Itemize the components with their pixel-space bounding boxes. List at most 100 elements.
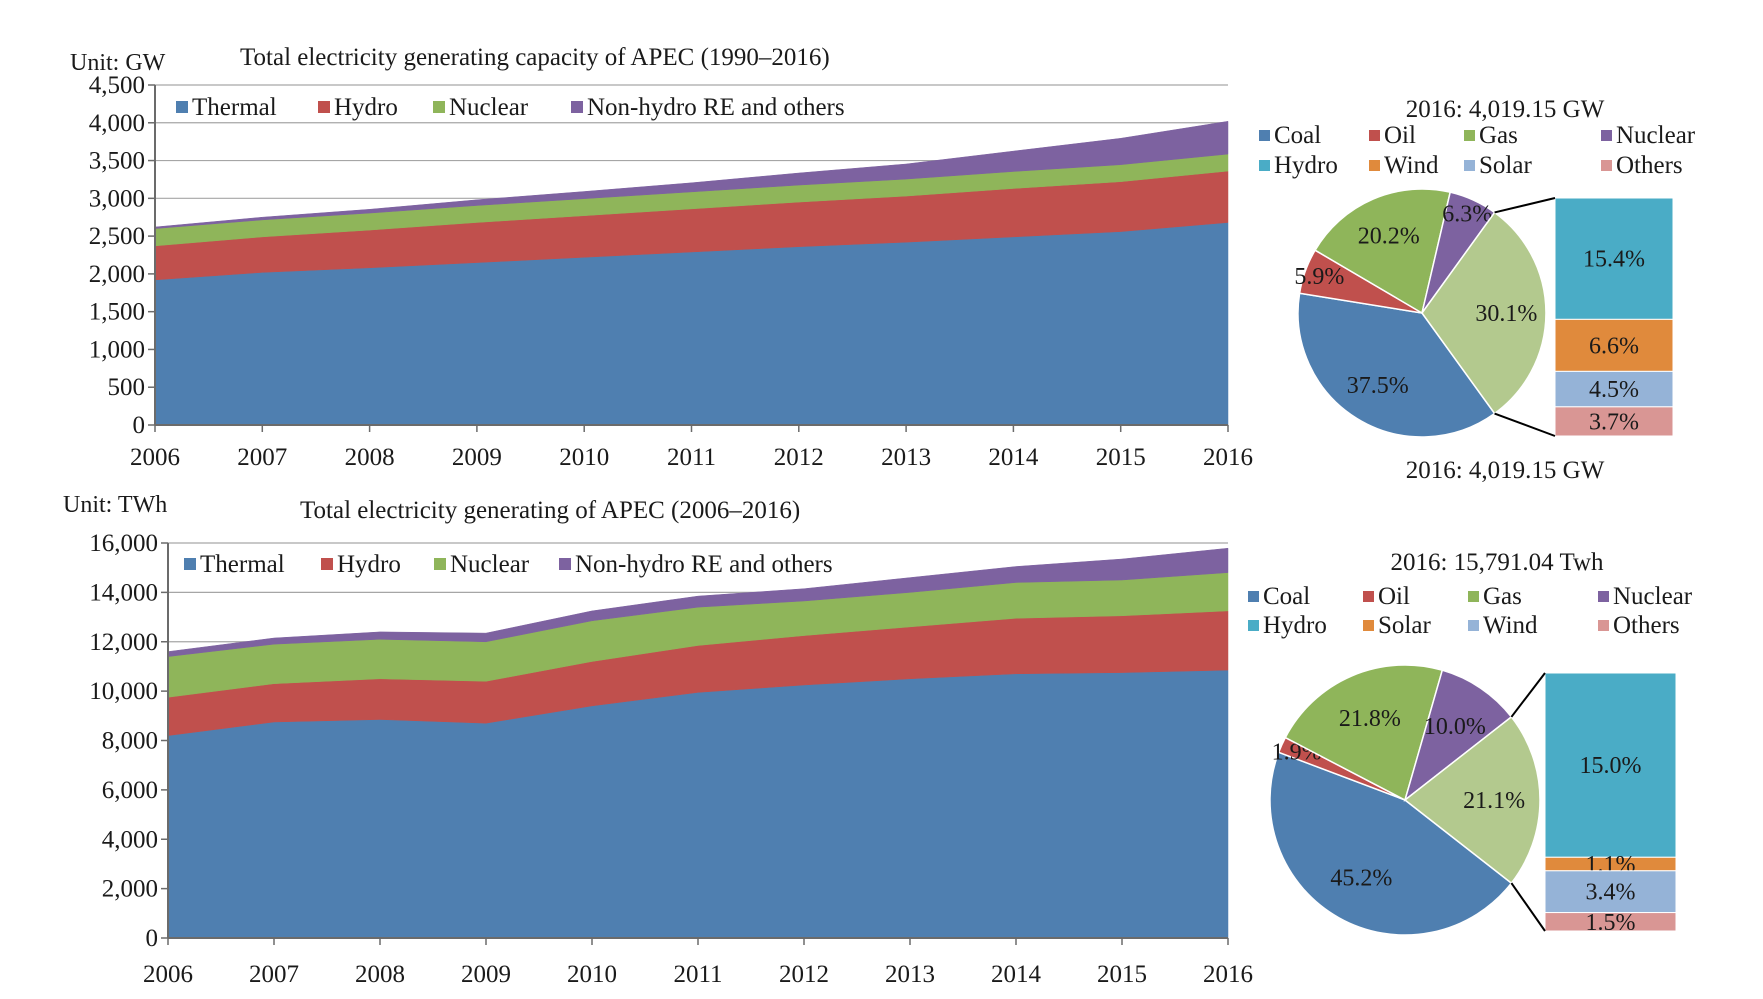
legend-swatch-solar — [1363, 620, 1374, 631]
pie-slice-coal — [1269, 751, 1513, 936]
pie-label-nuclear: 6.3% — [1442, 202, 1492, 228]
pie-title: 2016: 15,791.04 Twh — [1390, 549, 1604, 576]
legend-swatch-gas — [1464, 130, 1475, 141]
legend-label-nuclear: Nuclear — [1613, 583, 1693, 610]
legend-swatch-hydro — [321, 558, 333, 570]
x-tick-label: 2012 — [779, 961, 829, 988]
breakout-segment-hydro — [1544, 672, 1677, 858]
pie-label-renewables: 21.1% — [1463, 788, 1525, 814]
chart-title: Total electricity generating capacity of… — [240, 44, 830, 71]
pie-slice-gas — [1284, 664, 1444, 802]
legend-swatch-coal — [1259, 130, 1270, 141]
y-tick-label: 10,000 — [89, 678, 158, 705]
x-tick-label: 2015 — [1097, 961, 1147, 988]
breakout-label-solar: 4.5% — [1589, 377, 1639, 403]
pie-bottom-label: 2016: 4,019.15 GW — [1406, 457, 1605, 484]
pie-slice-gas — [1314, 188, 1452, 315]
x-tick-label: 2007 — [237, 444, 287, 471]
legend-swatch-hydro — [318, 101, 330, 113]
area-series-non-hydro-re-and-others — [167, 547, 1229, 657]
legend-swatch-hydro — [1248, 620, 1259, 631]
legend-label-nuclear: Nuclear — [1616, 122, 1696, 149]
breakout-label-hydro: 15.4% — [1583, 247, 1645, 273]
y-tick-label: 2,000 — [102, 876, 158, 903]
y-tick-label: 500 — [108, 374, 146, 401]
y-tick-label: 0 — [146, 925, 159, 952]
pie-label-nuclear: 10.0% — [1424, 714, 1486, 740]
legend-label-thermal: Thermal — [192, 94, 277, 121]
legend-label-others: Others — [1613, 612, 1680, 639]
legend-swatch-wind — [1468, 620, 1479, 631]
breakout-label-others: 1.5% — [1586, 910, 1636, 936]
unit-label: Unit: TWh — [63, 492, 167, 518]
legend-swatch-oil — [1369, 130, 1380, 141]
legend-swatch-hydro — [1259, 160, 1270, 171]
legend-swatch-non-hydro-re-and-others — [559, 558, 571, 570]
legend-swatch-solar — [1464, 160, 1475, 171]
legend-label-thermal: Thermal — [200, 551, 285, 578]
connector-line — [1510, 882, 1546, 932]
y-tick-label: 14,000 — [89, 579, 158, 606]
legend-swatch-gas — [1468, 591, 1479, 602]
x-tick-label: 2013 — [881, 444, 931, 471]
y-tick-label: 2,000 — [89, 261, 145, 288]
legend-swatch-nuclear — [1601, 130, 1612, 141]
legend-label-solar: Solar — [1378, 612, 1431, 639]
y-tick-label: 4,000 — [102, 826, 158, 853]
pie-label-renewables: 30.1% — [1475, 301, 1537, 327]
legend-swatch-wind — [1369, 160, 1380, 171]
legend-swatch-coal — [1248, 591, 1259, 602]
y-tick-label: 12,000 — [89, 629, 158, 656]
legend-label-oil: Oil — [1384, 122, 1416, 149]
x-tick-label: 2008 — [345, 444, 395, 471]
connector-line — [1494, 197, 1556, 214]
x-tick-label: 2008 — [355, 961, 405, 988]
y-tick-label: 4,500 — [89, 72, 145, 99]
y-tick-label: 3,500 — [89, 148, 145, 175]
x-tick-label: 2009 — [452, 444, 502, 471]
x-tick-label: 2013 — [885, 961, 935, 988]
legend-swatch-oil — [1363, 591, 1374, 602]
x-tick-label: 2009 — [461, 961, 511, 988]
y-tick-label: 6,000 — [102, 777, 158, 804]
legend-label-hydro: Hydro — [334, 94, 398, 121]
pie-label-gas: 20.2% — [1358, 224, 1420, 250]
pie-slice-coal — [1297, 292, 1496, 438]
pie-label-coal: 37.5% — [1347, 373, 1409, 399]
legend-label-hydro: Hydro — [337, 551, 401, 578]
legend-label-non-hydro-re-and-others: Non-hydro RE and others — [587, 94, 845, 121]
legend-label-coal: Coal — [1263, 583, 1310, 610]
legend-swatch-thermal — [176, 101, 188, 113]
x-tick-label: 2006 — [143, 961, 193, 988]
x-tick-label: 2010 — [559, 444, 609, 471]
breakout-segment-hydro — [1554, 197, 1674, 320]
breakout-label-wind: 6.6% — [1589, 333, 1639, 359]
legend-swatch-thermal — [184, 558, 196, 570]
legend-swatch-non-hydro-re-and-others — [571, 101, 583, 113]
legend-label-oil: Oil — [1378, 583, 1410, 610]
breakout-segment-others — [1544, 912, 1677, 932]
legend-label-hydro: Hydro — [1274, 152, 1338, 179]
legend-swatch-others — [1601, 160, 1612, 171]
breakout-segment-wind — [1554, 318, 1674, 372]
legend-swatch-nuclear — [434, 558, 446, 570]
x-tick-label: 2016 — [1203, 961, 1253, 988]
legend-label-solar: Solar — [1479, 152, 1532, 179]
legend-label-gas: Gas — [1479, 122, 1518, 149]
x-tick-label: 2015 — [1096, 444, 1146, 471]
legend-label-others: Others — [1616, 152, 1683, 179]
breakout-segment-others — [1554, 406, 1674, 437]
legend-swatch-nuclear — [433, 101, 445, 113]
legend-label-gas: Gas — [1483, 583, 1522, 610]
legend-swatch-nuclear — [1598, 591, 1609, 602]
y-tick-label: 8,000 — [102, 728, 158, 755]
breakout-label-others: 3.7% — [1589, 409, 1639, 435]
chart-title: Total electricity generating of APEC (20… — [300, 497, 800, 524]
breakout-label-hydro: 15.0% — [1580, 753, 1642, 779]
legend-label-wind: Wind — [1483, 612, 1538, 639]
y-tick-label: 0 — [133, 412, 146, 439]
area-series-non-hydro-re-and-others — [154, 121, 1229, 229]
y-tick-label: 16,000 — [89, 530, 158, 557]
x-tick-label: 2014 — [991, 961, 1042, 988]
